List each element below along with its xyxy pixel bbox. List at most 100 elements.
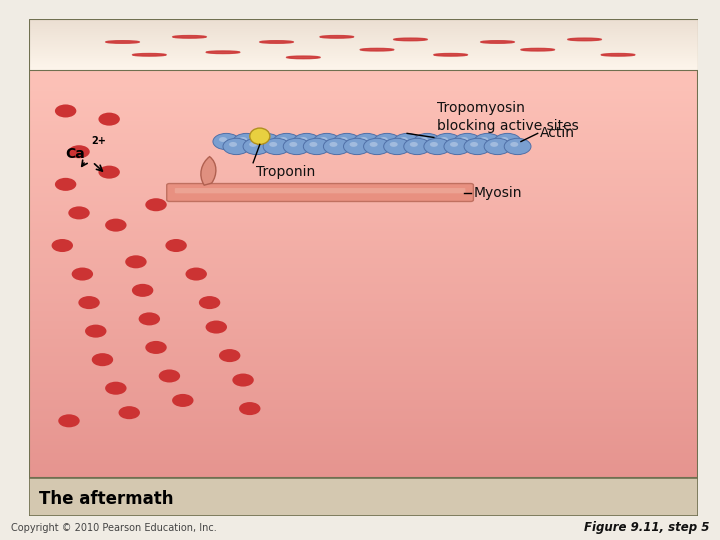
Bar xyxy=(29,310,698,313)
Bar xyxy=(29,317,698,319)
Bar xyxy=(29,43,698,44)
Bar xyxy=(29,136,698,138)
Circle shape xyxy=(354,133,380,150)
Text: Actin: Actin xyxy=(540,126,575,140)
Bar xyxy=(29,35,698,36)
Bar xyxy=(29,225,698,227)
Bar xyxy=(29,213,698,215)
Circle shape xyxy=(72,267,93,281)
Bar xyxy=(29,33,698,34)
Circle shape xyxy=(320,36,354,38)
Bar xyxy=(29,286,698,288)
Circle shape xyxy=(58,414,80,427)
Bar xyxy=(29,150,698,152)
Bar xyxy=(29,423,698,425)
Circle shape xyxy=(320,137,328,142)
Circle shape xyxy=(359,137,368,142)
Bar xyxy=(29,309,698,310)
Bar xyxy=(29,94,698,97)
Bar xyxy=(29,464,698,465)
Bar xyxy=(29,396,698,399)
Text: 2+: 2+ xyxy=(91,136,106,146)
Circle shape xyxy=(172,394,194,407)
Circle shape xyxy=(119,406,140,419)
Bar xyxy=(29,201,698,202)
Bar xyxy=(29,249,698,252)
Bar xyxy=(29,472,698,474)
Bar xyxy=(29,129,698,131)
Bar xyxy=(29,207,698,209)
Bar xyxy=(29,30,698,31)
Bar xyxy=(29,115,698,117)
Bar xyxy=(29,40,698,42)
Bar xyxy=(29,329,698,331)
Bar xyxy=(29,50,698,51)
Circle shape xyxy=(333,133,360,150)
Bar xyxy=(29,38,698,39)
Circle shape xyxy=(568,38,601,40)
Bar xyxy=(29,99,698,101)
Circle shape xyxy=(369,142,378,147)
Circle shape xyxy=(105,382,127,395)
Bar xyxy=(29,97,698,99)
Bar xyxy=(29,46,698,48)
Bar xyxy=(29,186,698,188)
Bar xyxy=(29,119,698,121)
Bar xyxy=(29,192,698,194)
Circle shape xyxy=(454,133,481,150)
Bar xyxy=(29,65,698,66)
Bar xyxy=(29,91,698,93)
Bar xyxy=(29,180,698,183)
Circle shape xyxy=(239,137,247,142)
Bar xyxy=(29,26,698,27)
Bar xyxy=(29,194,698,197)
Bar xyxy=(29,160,698,162)
Bar xyxy=(29,75,698,76)
Bar xyxy=(29,402,698,404)
Bar xyxy=(29,22,698,23)
Bar xyxy=(29,474,698,476)
Bar xyxy=(29,205,698,207)
Text: Figure 9.11, step 5: Figure 9.11, step 5 xyxy=(584,521,709,535)
Bar xyxy=(29,111,698,113)
Bar xyxy=(29,217,698,219)
Bar xyxy=(29,256,698,258)
Bar xyxy=(29,117,698,119)
Circle shape xyxy=(384,138,410,154)
Bar xyxy=(29,246,698,247)
Bar xyxy=(29,382,698,384)
Bar xyxy=(29,433,698,435)
Circle shape xyxy=(410,142,418,147)
Circle shape xyxy=(199,296,220,309)
Bar xyxy=(29,339,698,341)
Circle shape xyxy=(450,142,458,147)
Circle shape xyxy=(400,137,408,142)
Bar xyxy=(29,272,698,274)
Bar xyxy=(29,105,698,107)
Text: Myosin: Myosin xyxy=(474,186,523,199)
Bar xyxy=(29,121,698,123)
Bar xyxy=(29,131,698,133)
Bar xyxy=(29,429,698,431)
Bar xyxy=(29,384,698,386)
Bar xyxy=(29,20,698,21)
Circle shape xyxy=(85,325,107,338)
Circle shape xyxy=(249,142,257,147)
Bar xyxy=(29,83,698,84)
Bar xyxy=(29,349,698,352)
Bar xyxy=(29,31,698,32)
Circle shape xyxy=(78,296,100,309)
Bar xyxy=(29,270,698,272)
Circle shape xyxy=(173,36,206,38)
Bar xyxy=(29,183,698,184)
Bar xyxy=(29,427,698,429)
Circle shape xyxy=(99,166,120,179)
Circle shape xyxy=(404,138,431,154)
Bar xyxy=(29,219,698,221)
Bar xyxy=(29,266,698,268)
Bar xyxy=(29,262,698,264)
Bar xyxy=(29,352,698,354)
Bar xyxy=(29,52,698,53)
Circle shape xyxy=(125,255,147,268)
Bar xyxy=(29,276,698,278)
